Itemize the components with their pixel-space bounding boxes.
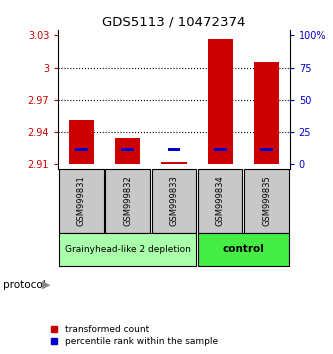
Bar	[167, 148, 180, 151]
Bar	[207, 39, 233, 164]
Text: ▶: ▶	[42, 280, 50, 290]
Bar	[121, 148, 134, 151]
FancyBboxPatch shape	[106, 169, 150, 233]
Bar	[75, 148, 88, 151]
Title: GDS5113 / 10472374: GDS5113 / 10472374	[102, 16, 246, 29]
Text: GSM999833: GSM999833	[169, 176, 178, 227]
FancyBboxPatch shape	[152, 169, 196, 233]
Text: Grainyhead-like 2 depletion: Grainyhead-like 2 depletion	[65, 245, 191, 253]
Text: protocol: protocol	[3, 280, 46, 290]
Text: GSM999835: GSM999835	[262, 176, 271, 226]
Text: GSM999832: GSM999832	[123, 176, 132, 226]
Text: GSM999831: GSM999831	[77, 176, 86, 226]
Bar	[260, 148, 273, 151]
Bar	[69, 120, 94, 164]
Bar	[161, 162, 187, 164]
Bar	[254, 62, 279, 164]
Text: control: control	[222, 244, 264, 254]
Bar	[115, 138, 141, 164]
FancyBboxPatch shape	[59, 169, 104, 233]
Text: GSM999834: GSM999834	[216, 176, 225, 226]
FancyBboxPatch shape	[198, 233, 289, 266]
Legend: transformed count, percentile rank within the sample: transformed count, percentile rank withi…	[51, 325, 218, 346]
FancyBboxPatch shape	[244, 169, 289, 233]
FancyBboxPatch shape	[198, 169, 242, 233]
FancyBboxPatch shape	[59, 233, 196, 266]
Bar	[214, 148, 227, 151]
